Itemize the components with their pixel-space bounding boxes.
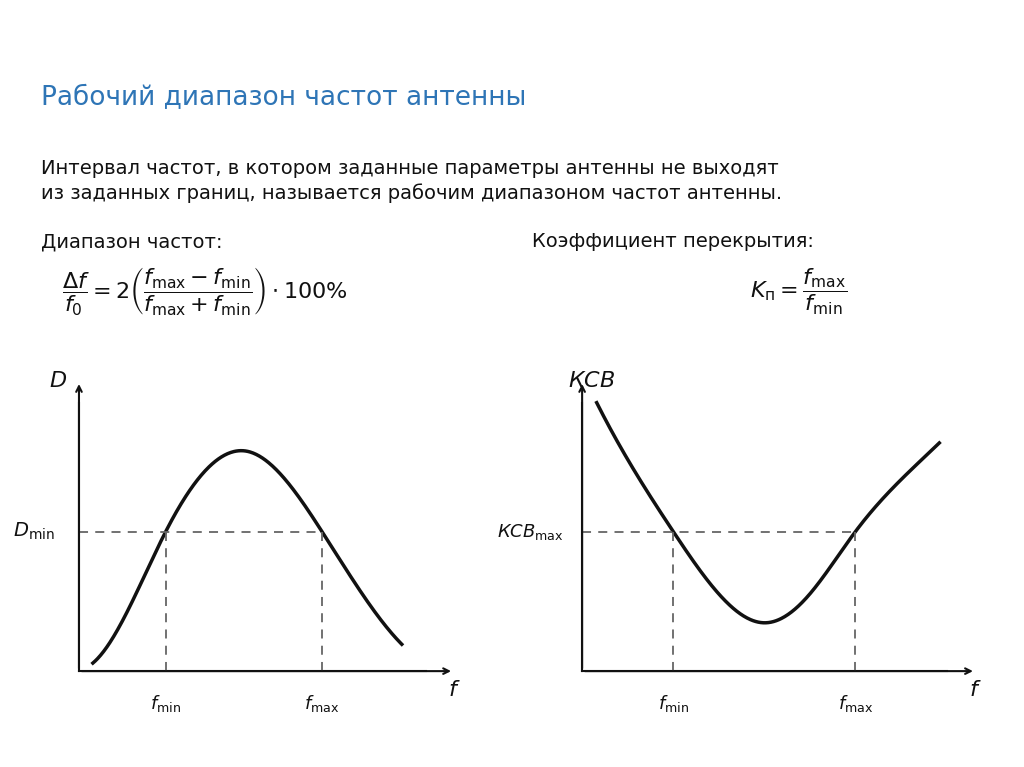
Text: $D_{\rm min}$: $D_{\rm min}$ [13,521,54,542]
Text: $КСВ$: $КСВ$ [567,371,614,391]
Text: $f_{\rm min}$: $f_{\rm min}$ [657,693,689,713]
Text: Рабочий диапазон частот антенны: Рабочий диапазон частот антенны [41,85,526,111]
Text: $f_{\rm max}$: $f_{\rm max}$ [838,693,873,713]
Text: $f$: $f$ [970,680,982,700]
Text: Интервал частот, в котором заданные параметры антенны не выходят: Интервал частот, в котором заданные пара… [41,160,778,178]
Text: $f$: $f$ [447,680,460,700]
Text: $K_{\rm п} = \dfrac{f_{\rm max}}{f_{\rm min}}$: $K_{\rm п} = \dfrac{f_{\rm max}}{f_{\rm … [751,266,847,317]
Text: $\dfrac{\Delta f}{f_0} = 2\left(\dfrac{f_{\rm max} - f_{\rm min}}{f_{\rm max} + : $\dfrac{\Delta f}{f_0} = 2\left(\dfrac{f… [61,265,348,318]
Text: Коэффициент перекрытия:: Коэффициент перекрытия: [532,232,814,251]
Text: из заданных границ, называется рабочим диапазоном частот антенны.: из заданных границ, называется рабочим д… [41,183,782,203]
Text: Диапазон частот:: Диапазон частот: [41,232,222,251]
Text: $f_{\rm max}$: $f_{\rm max}$ [304,693,340,713]
Text: $f_{\rm min}$: $f_{\rm min}$ [151,693,181,713]
Text: $D$: $D$ [49,371,68,391]
Text: $КСВ_{\rm max}$: $КСВ_{\rm max}$ [497,522,564,542]
